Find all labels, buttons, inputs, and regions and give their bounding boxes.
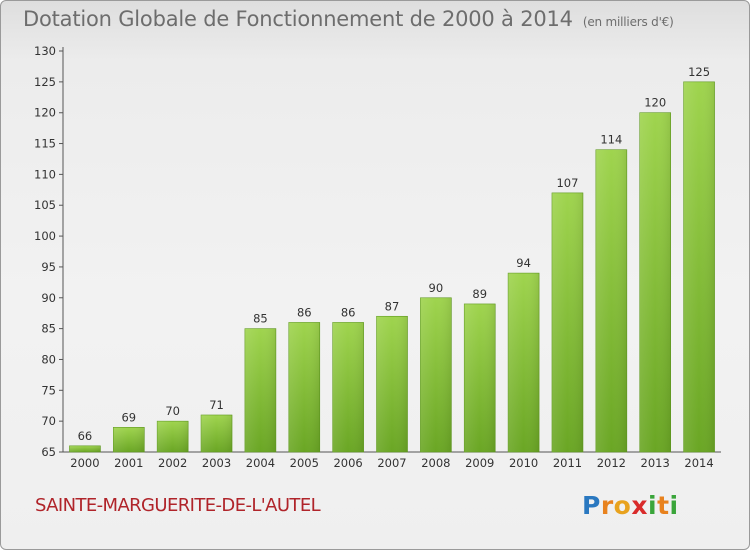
y-tick-label: 125: [34, 75, 56, 89]
logo-letter: i: [669, 491, 679, 520]
y-tick-label: 70: [41, 414, 56, 428]
bar-shading: [157, 421, 189, 452]
commune-name: SAINTE-MARGUERITE-DE-L'AUTEL: [35, 495, 321, 516]
value-label: 69: [121, 410, 136, 424]
x-tick-label: 2007: [377, 456, 406, 470]
value-label: 120: [644, 96, 666, 110]
y-tick-label: 85: [41, 322, 56, 336]
y-tick-label: 80: [41, 352, 56, 366]
logo-letter: i: [648, 491, 658, 520]
logo-letter: t: [657, 491, 670, 520]
chart-title: Dotation Globale de Fonctionnement de 20…: [23, 7, 674, 31]
y-tick-label: 90: [41, 291, 56, 305]
y-tick-label: 65: [41, 445, 56, 459]
bar-shading: [332, 322, 364, 452]
x-tick-label: 2010: [509, 456, 538, 470]
logo-letter: x: [631, 491, 648, 520]
y-tick-label: 115: [34, 137, 56, 151]
y-tick-label: 130: [34, 44, 56, 58]
value-label: 107: [556, 176, 578, 190]
x-axis: 2000 2001 2002 2003 2004 2005 2006 2007 2008 2009…: [63, 451, 721, 470]
value-label: 86: [297, 305, 312, 319]
bar-shading: [551, 192, 583, 452]
value-label: 71: [209, 398, 224, 412]
logo-letter: o: [613, 491, 632, 520]
x-tick-label: 2005: [290, 456, 319, 470]
value-label: 125: [688, 65, 710, 79]
value-label: 85: [253, 312, 268, 326]
x-tick-label: 2004: [246, 456, 275, 470]
bar-shading: [113, 427, 145, 452]
x-tick-label: 2014: [684, 456, 713, 470]
bar-shading: [201, 414, 233, 452]
bar-shading: [376, 316, 408, 452]
x-tick-label: 2006: [333, 456, 362, 470]
logo-letter: P: [582, 491, 601, 520]
x-tick-label: 2001: [114, 456, 143, 470]
value-label: 87: [385, 299, 400, 313]
x-tick-label: 2003: [202, 456, 231, 470]
y-tick-label: 120: [34, 106, 56, 120]
x-tick-label: 2002: [158, 456, 187, 470]
y-tick-label: 75: [41, 383, 56, 397]
value-label: 70: [165, 404, 180, 418]
bar-shading: [288, 322, 320, 452]
value-label: 66: [78, 429, 93, 443]
x-tick-label: 2000: [70, 456, 99, 470]
x-tick-label: 2009: [465, 456, 494, 470]
value-label: 89: [472, 287, 487, 301]
bar-shading: [464, 303, 496, 452]
y-axis: 65 70 75 80 85 90 95 100 105 110 115 120 125 130: [34, 44, 64, 459]
proxiti-logo: Proxiti: [582, 491, 679, 520]
bar-shading: [683, 81, 715, 452]
chart-title-text: Dotation Globale de Fonctionnement de 20…: [23, 7, 573, 31]
bar-shading: [69, 445, 101, 452]
y-tick-label: 95: [41, 260, 56, 274]
bars: [69, 81, 715, 453]
bar-shading: [639, 112, 671, 452]
bar-shading: [508, 273, 540, 452]
x-tick-label: 2013: [641, 456, 670, 470]
value-label: 114: [600, 133, 622, 147]
y-tick-label: 100: [34, 229, 56, 243]
bar-shading: [244, 328, 276, 452]
y-tick-label: 105: [34, 198, 56, 212]
x-tick-label: 2008: [421, 456, 450, 470]
value-label: 86: [341, 305, 356, 319]
y-tick-label: 110: [34, 167, 56, 181]
bar-shading: [420, 297, 452, 452]
bar-shading: [595, 149, 627, 452]
x-tick-label: 2012: [597, 456, 626, 470]
chart-subtitle: (en milliers d'€): [582, 15, 674, 29]
value-labels: 66 69 70 71 85 86 86 87 90 89 94 107 114 120 125: [78, 65, 710, 443]
x-tick-label: 2011: [553, 456, 582, 470]
value-label: 94: [516, 256, 531, 270]
logo-letter: r: [600, 491, 614, 520]
value-label: 90: [429, 281, 444, 295]
